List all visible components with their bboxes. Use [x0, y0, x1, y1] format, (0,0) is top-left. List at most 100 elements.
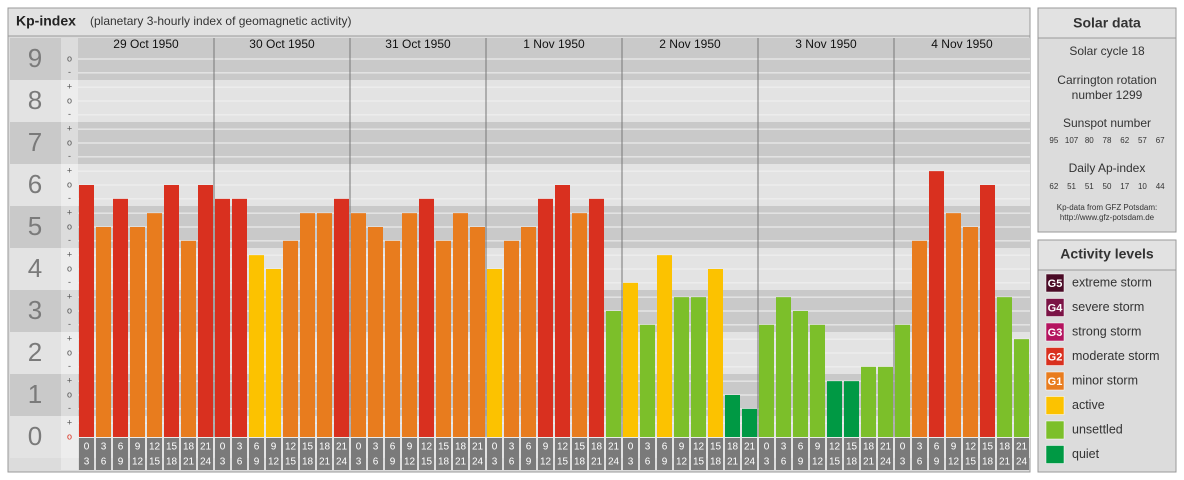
time-label: 15	[302, 442, 314, 453]
bar	[181, 240, 196, 437]
minor-column	[61, 38, 78, 470]
solar-number: 67	[1156, 136, 1165, 145]
time-label: 12	[285, 442, 297, 453]
source-line: Kp-data from GFZ Potsdam:	[1057, 203, 1157, 212]
time-cell	[691, 438, 706, 470]
y-minor-label: -	[68, 361, 71, 371]
solar-number: 17	[1120, 182, 1129, 191]
legend-swatch	[1045, 322, 1065, 342]
y-minor-label: +	[67, 292, 72, 302]
time-cell	[79, 438, 94, 470]
time-label: 15	[710, 442, 722, 453]
time-label: 18	[574, 457, 586, 468]
bar	[538, 198, 553, 437]
time-cell	[147, 438, 162, 470]
y-minor-label: o	[67, 347, 72, 357]
time-cell	[708, 438, 723, 470]
time-label: 9	[934, 457, 940, 468]
bar	[606, 311, 621, 437]
time-label: 15	[438, 442, 450, 453]
time-cell	[487, 438, 502, 470]
time-cell	[725, 438, 740, 470]
time-cell	[402, 438, 417, 470]
y-minor-label: +	[67, 208, 72, 218]
time-label: 15	[421, 457, 433, 468]
time-label: 12	[557, 442, 569, 453]
time-label: 3	[917, 442, 923, 453]
time-label: 18	[183, 442, 195, 453]
y-minor-label: o	[67, 431, 72, 441]
legend-label: active	[1072, 398, 1105, 412]
time-label: 6	[390, 442, 396, 453]
time-cell	[266, 438, 281, 470]
time-label: 18	[591, 442, 603, 453]
time-cell	[793, 438, 808, 470]
legend-badge: G1	[1048, 376, 1063, 388]
bar	[759, 324, 774, 437]
solar-number: 50	[1103, 182, 1112, 191]
time-label: 12	[676, 457, 688, 468]
bar	[555, 185, 570, 437]
time-label: 21	[472, 442, 484, 453]
time-cell	[453, 438, 468, 470]
bar	[963, 227, 978, 437]
time-label: 21	[727, 457, 739, 468]
y-minor-label: o	[67, 95, 72, 105]
time-label: 12	[404, 457, 416, 468]
time-cell	[470, 438, 485, 470]
bar	[708, 269, 723, 437]
time-label: 6	[781, 457, 787, 468]
legend-title: Activity levels	[1060, 246, 1154, 262]
time-label: 21	[183, 457, 195, 468]
y-minor-label: +	[67, 376, 72, 386]
time-cell	[946, 438, 961, 470]
y-minor-label: o	[67, 263, 72, 273]
time-label: 18	[438, 457, 450, 468]
legend-label: quiet	[1072, 447, 1100, 461]
time-label: 9	[135, 442, 141, 453]
day-label: 3 Nov 1950	[795, 37, 857, 51]
time-label: 0	[356, 442, 362, 453]
solar-number: 51	[1085, 182, 1094, 191]
time-label: 9	[390, 457, 396, 468]
time-cell	[640, 438, 655, 470]
time-cell	[997, 438, 1012, 470]
time-label: 18	[455, 442, 467, 453]
time-label: 0	[84, 442, 90, 453]
time-label: 3	[356, 457, 362, 468]
time-label: 18	[166, 457, 178, 468]
bar	[385, 240, 400, 437]
bar	[487, 269, 502, 437]
time-label: 12	[421, 442, 433, 453]
bar	[827, 381, 842, 437]
time-label: 3	[84, 457, 90, 468]
time-cell	[674, 438, 689, 470]
day-label: 2 Nov 1950	[659, 37, 721, 51]
bar	[929, 171, 944, 437]
bar	[912, 240, 927, 437]
time-label: 15	[166, 442, 178, 453]
y-minor-label: +	[67, 166, 72, 176]
legend-label: moderate storm	[1072, 349, 1160, 363]
bar	[844, 381, 859, 437]
y-minor-label: o	[67, 137, 72, 147]
y-tick-label: 4	[28, 253, 42, 283]
time-label: 18	[302, 457, 314, 468]
time-label: 0	[900, 442, 906, 453]
day-label: 1 Nov 1950	[523, 37, 585, 51]
time-cell	[419, 438, 434, 470]
time-label: 24	[200, 457, 212, 468]
y-tick-label: 7	[28, 127, 42, 157]
y-tick-label: 0	[28, 421, 42, 451]
solar-number: 80	[1085, 136, 1094, 145]
time-label: 12	[149, 442, 161, 453]
legend-badge: G5	[1048, 278, 1063, 290]
time-cell	[538, 438, 553, 470]
y-minor-label: -	[68, 109, 71, 119]
y-minor-label: o	[67, 305, 72, 315]
bar	[810, 324, 825, 437]
legend-swatch	[1045, 371, 1065, 391]
time-cell	[198, 438, 213, 470]
time-label: 9	[526, 457, 532, 468]
bar	[470, 227, 485, 437]
